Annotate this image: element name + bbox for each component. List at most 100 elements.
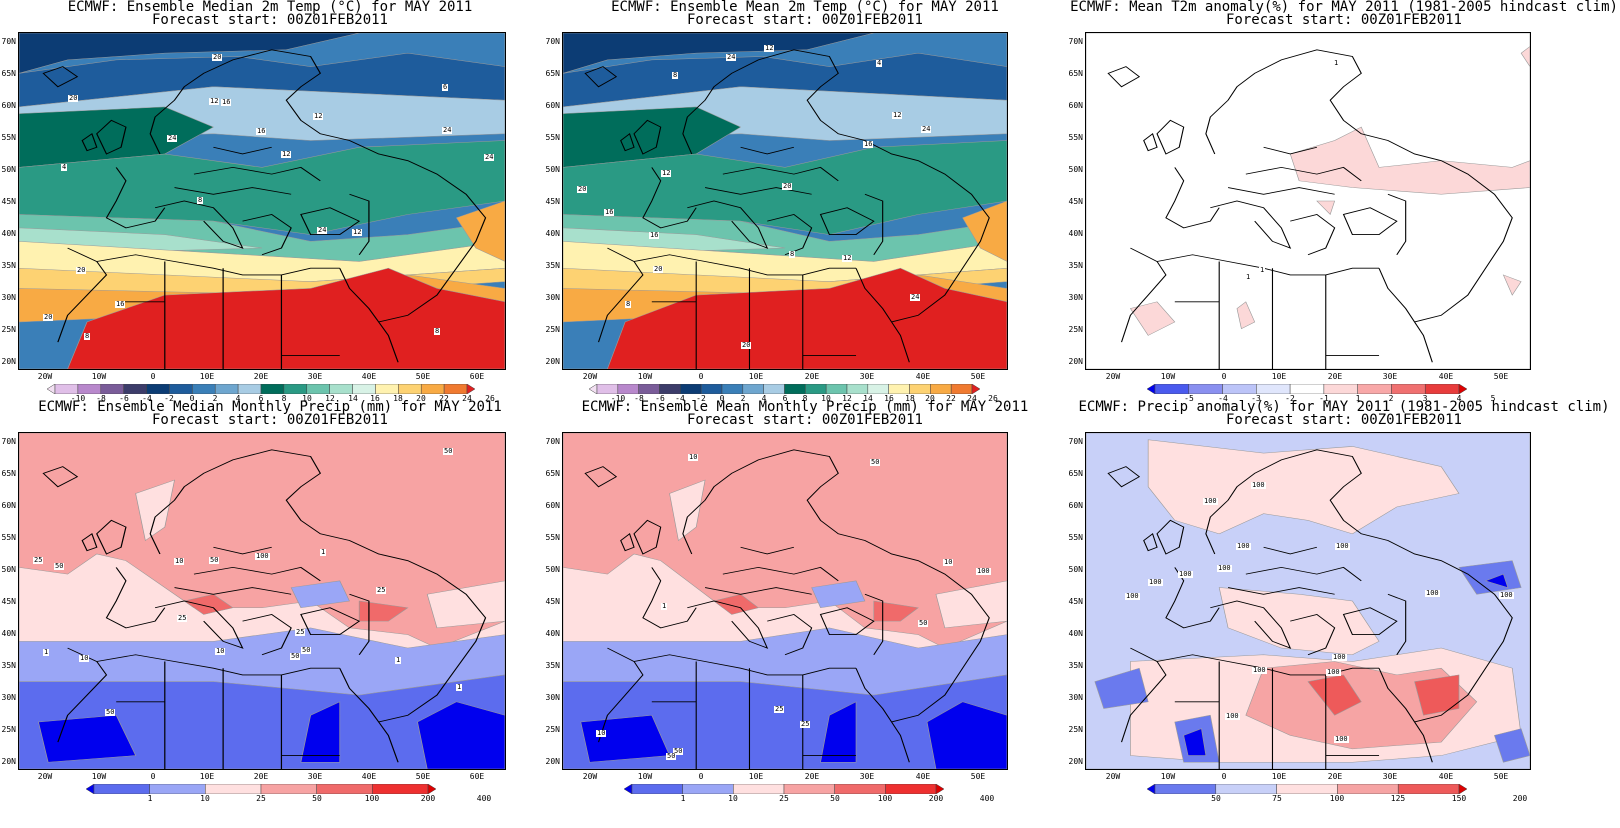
- lat-tick-label: 55N: [1068, 133, 1083, 142]
- contour-label: 8: [625, 300, 632, 308]
- colorbar-label: -4: [142, 394, 152, 403]
- shaded-band: [1316, 200, 1336, 216]
- colorbar-swatch: [935, 784, 944, 794]
- colorbar-label: 10: [821, 394, 831, 403]
- colorbar: [86, 784, 436, 794]
- contour-label: 12: [764, 44, 775, 52]
- lat-tick-label: 60N: [1, 101, 16, 110]
- contour-label: 100: [1251, 481, 1266, 489]
- shaded-band: [1289, 126, 1530, 195]
- lat-tick-label: 45N: [1068, 597, 1083, 606]
- lat-tick-label: 40N: [1, 629, 16, 638]
- colorbar-swatch: [783, 784, 835, 794]
- lat-tick-label: 30N: [1068, 293, 1083, 302]
- coastline: [704, 546, 839, 595]
- panel-title: ECMWF: Ensemble Median 2m Temp (°C) for …: [67, 0, 473, 15]
- lon-tick-label: 40E: [915, 372, 931, 381]
- coastline: [300, 607, 361, 636]
- colorbar-label: 3: [1422, 394, 1428, 403]
- colorbar-label: 24: [967, 394, 977, 403]
- colorbar-label: 1: [1355, 394, 1361, 403]
- colorbar-swatch: [169, 384, 193, 394]
- coastline: [819, 207, 875, 236]
- shaded-band: [455, 200, 505, 262]
- lat-tick-label: 40N: [1068, 629, 1083, 638]
- colorbar-swatch: [123, 384, 147, 394]
- contour-label: 12: [661, 169, 672, 177]
- coastline: [767, 213, 813, 256]
- shaded-band: [19, 674, 505, 769]
- coastline: [105, 567, 166, 629]
- lon-tick-label: 20E: [1327, 372, 1343, 381]
- lon-tick-label: 0: [150, 772, 156, 781]
- colorbar-swatch: [1276, 784, 1338, 794]
- lon-tick-label: 40E: [361, 772, 377, 781]
- lon-tick-label: 0: [150, 372, 156, 381]
- coastline: [1227, 546, 1362, 595]
- coastline: [633, 519, 662, 555]
- colorbar-swatch: [260, 784, 317, 794]
- lat-tick-label: 25N: [1, 325, 16, 334]
- contour-label: 100: [1332, 653, 1347, 661]
- lat-tick-label: 60N: [545, 101, 560, 110]
- lon-tick-label: 60E: [469, 372, 485, 381]
- colorbar-label: 10: [200, 794, 210, 803]
- colorbar-swatch: [372, 784, 429, 794]
- shaded-band: [290, 580, 350, 609]
- contour-label: 12: [281, 150, 292, 158]
- shaded-band: [183, 593, 234, 615]
- colorbar-label: 2: [740, 394, 746, 403]
- coastline: [1165, 167, 1220, 229]
- lon-tick-label: 30E: [859, 772, 875, 781]
- coastline: [116, 661, 340, 769]
- coastline: [1290, 613, 1336, 656]
- lon-tick-label: 30E: [1382, 372, 1398, 381]
- colorbar-label: 100: [1329, 794, 1345, 803]
- coastline: [42, 466, 79, 488]
- colorbar-swatch: [443, 384, 468, 394]
- lon-tick-label: 0: [698, 372, 704, 381]
- colorbar-label: 2: [212, 394, 218, 403]
- panel-mean-precip: ECMWF: Ensemble Mean Monthly Precip (mm)…: [545, 400, 1065, 828]
- coastline: [620, 532, 635, 552]
- colorbar-swatch: [1458, 784, 1467, 794]
- coastline: [242, 213, 292, 256]
- shaded-band: [563, 674, 1007, 769]
- colorbar-label: 10: [728, 794, 738, 803]
- contour-label: 100: [1236, 542, 1251, 550]
- colorbar-swatch: [77, 384, 102, 394]
- contour-label: 24: [167, 134, 178, 142]
- contour-label: 20: [68, 94, 79, 102]
- panel-t2m-anomaly: ECMWF: Mean T2m anomaly(%) for MAY 2011 …: [1068, 0, 1620, 410]
- coastline: [1205, 449, 1513, 723]
- contour-label: 100: [1178, 570, 1193, 578]
- contour-label: 50: [666, 752, 677, 760]
- contour-label: 1: [43, 648, 50, 656]
- colorbar-label: 50: [1211, 794, 1221, 803]
- colorbar-swatch: [1458, 384, 1467, 394]
- lat-tick-label: 30N: [545, 693, 560, 702]
- lat-tick-label: 30N: [545, 293, 560, 302]
- coastline: [597, 247, 644, 343]
- contour-label: 100: [1334, 735, 1349, 743]
- colorbar-swatch: [721, 384, 744, 394]
- lon-tick-label: 10W: [91, 772, 107, 781]
- colorbar-label: -2: [1285, 394, 1295, 403]
- lon-tick-label: 40E: [1438, 372, 1454, 381]
- colorbar-swatch: [909, 384, 931, 394]
- lon-tick-label: 20E: [804, 772, 820, 781]
- map-canvas: [1086, 433, 1530, 769]
- coastline: [704, 146, 839, 195]
- coastline: [864, 593, 884, 655]
- lat-tick-label: 45N: [1, 597, 16, 606]
- shaded-band: [1236, 301, 1256, 330]
- shaded-band: [1147, 439, 1460, 535]
- colorbar-swatch: [805, 384, 827, 394]
- shaded-band: [926, 701, 1007, 769]
- lat-tick-label: 70N: [545, 437, 560, 446]
- colorbar-swatch: [930, 384, 952, 394]
- shaded-band: [669, 479, 706, 542]
- colorbar-swatch: [1337, 784, 1399, 794]
- colorbar-swatch: [93, 784, 150, 794]
- colorbar-swatch: [825, 384, 848, 394]
